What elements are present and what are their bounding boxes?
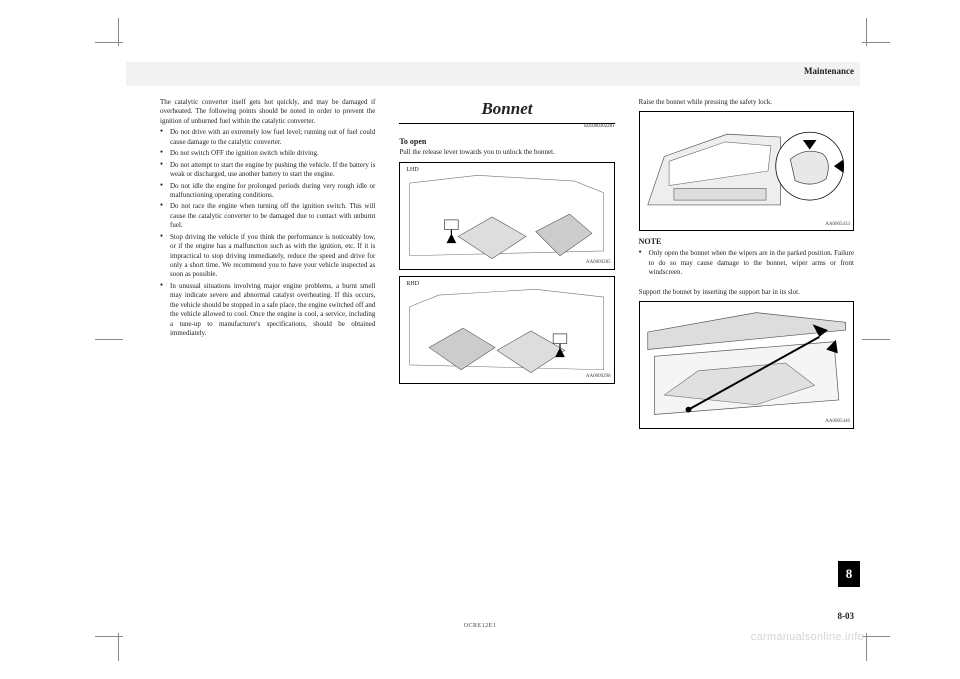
- figure-code: AA0005433: [825, 222, 850, 229]
- lhd-illustration: [400, 163, 613, 269]
- intro-text: The catalytic converter itself gets hot …: [160, 98, 375, 126]
- bullet-item: Do not drive with an extremely low fuel …: [170, 128, 375, 147]
- figure-rhd: RHD AA0009298: [399, 276, 614, 384]
- bullet-item: Stop driving the vehicle if you think th…: [170, 233, 375, 280]
- section-title: Bonnet: [399, 98, 614, 124]
- manual-page: Maintenance The catalytic converter itse…: [0, 0, 960, 679]
- note-list: Only open the bonnet when the wipers are…: [639, 249, 854, 277]
- bullet-item: Do not switch OFF the ignition switch wh…: [170, 149, 375, 158]
- figure-label: RHD: [404, 280, 421, 288]
- crop-mark: [95, 339, 123, 340]
- crop-mark: [118, 18, 119, 46]
- subheading-to-open: To open: [399, 137, 614, 148]
- column-3: Raise the bonnet while pressing the safe…: [639, 98, 854, 609]
- bullet-list: Do not drive with an extremely low fuel …: [160, 128, 375, 338]
- page-number: 8-03: [838, 611, 855, 621]
- safety-lock-illustration: [640, 112, 853, 230]
- column-1: The catalytic converter itself gets hot …: [160, 98, 375, 609]
- document-code: OCRE12E1: [464, 623, 497, 629]
- note-label: NOTE: [639, 237, 854, 248]
- section-tab: 8: [838, 561, 860, 587]
- header-band: [126, 62, 860, 86]
- bullet-item: Do not idle the engine for prolonged per…: [170, 182, 375, 201]
- crop-mark: [862, 339, 890, 340]
- figure-code: AA0009285: [586, 260, 611, 267]
- bullet-item: In unusual situations involving major en…: [170, 282, 375, 339]
- bullet-item: Do not race the engine when turning off …: [170, 202, 375, 230]
- figure-code: AA0009298: [586, 374, 611, 381]
- crop-mark: [866, 633, 867, 661]
- figure-lhd: LHD AA0009285: [399, 162, 614, 270]
- content-columns: The catalytic converter itself gets hot …: [160, 98, 854, 609]
- figure-code: AA0005446: [825, 419, 850, 426]
- crop-mark: [118, 633, 119, 661]
- header-title: Maintenance: [804, 66, 854, 76]
- column-2: Bonnet E01000302281 To open Pull the rel…: [399, 98, 614, 609]
- crop-mark: [866, 18, 867, 46]
- note-bullet: Only open the bonnet when the wipers are…: [649, 249, 854, 277]
- support-text: Support the bonnet by inserting the supp…: [639, 288, 854, 297]
- support-bar-illustration: [640, 302, 853, 428]
- bullet-item: Do not attempt to start the engine by pu…: [170, 161, 375, 180]
- figure-label: LHD: [404, 166, 420, 174]
- figure-safety-lock: AA0005433: [639, 111, 854, 231]
- raise-text: Raise the bonnet while pressing the safe…: [639, 98, 854, 107]
- section-code: E01000302281: [399, 124, 614, 131]
- watermark: carmanualsonline.info: [751, 631, 864, 643]
- figure-support-bar: AA0005446: [639, 301, 854, 429]
- rhd-illustration: [400, 277, 613, 383]
- open-text: Pull the release lever towards you to un…: [399, 148, 614, 157]
